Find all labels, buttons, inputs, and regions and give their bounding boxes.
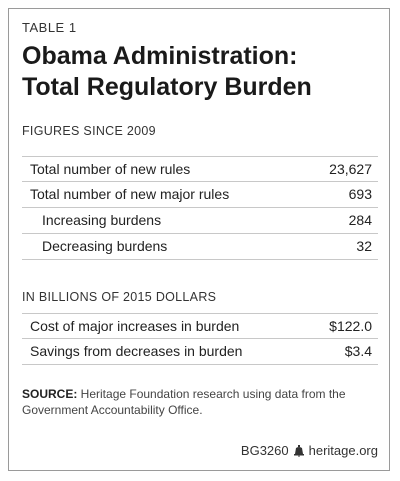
table-number: TABLE 1 bbox=[22, 20, 77, 35]
row-label: Cost of major increases in burden bbox=[30, 318, 240, 334]
section-label-figures: FIGURES SINCE 2009 bbox=[22, 124, 156, 138]
source-prefix: SOURCE: bbox=[22, 387, 78, 401]
source-note: SOURCE: Heritage Foundation research usi… bbox=[22, 386, 372, 418]
row-label: Total number of new rules bbox=[30, 161, 191, 177]
row-value: $122.0 bbox=[329, 318, 372, 334]
liberty-bell-icon bbox=[293, 444, 304, 457]
table-row: Total number of new rules 23,627 bbox=[22, 156, 378, 182]
row-value: 693 bbox=[348, 186, 372, 202]
row-value: $3.4 bbox=[344, 343, 372, 359]
row-label: Total number of new major rules bbox=[30, 186, 230, 202]
footer: BG3260 heritage.org bbox=[241, 443, 378, 458]
row-value: 284 bbox=[348, 212, 372, 228]
table-row: Cost of major increases in burden $122.0 bbox=[22, 313, 378, 339]
row-label: Savings from decreases in burden bbox=[30, 343, 243, 359]
title-line-2: Total Regulatory Burden bbox=[22, 73, 312, 101]
table-frame bbox=[8, 8, 390, 471]
site-link[interactable]: heritage.org bbox=[308, 443, 378, 458]
row-label: Increasing burdens bbox=[42, 212, 162, 228]
report-code: BG3260 bbox=[240, 443, 289, 458]
table-row: Savings from decreases in burden $3.4 bbox=[22, 339, 378, 365]
row-value: 32 bbox=[356, 238, 372, 254]
section-label-dollars: IN BILLIONS OF 2015 DOLLARS bbox=[22, 290, 217, 304]
table-row: Decreasing burdens 32 bbox=[22, 234, 378, 260]
row-value: 23,627 bbox=[329, 161, 372, 177]
row-label: Decreasing burdens bbox=[42, 238, 168, 254]
table-row: Total number of new major rules 693 bbox=[22, 182, 378, 208]
title-line-1: Obama Administration: bbox=[22, 42, 298, 70]
table-row: Increasing burdens 284 bbox=[22, 208, 378, 234]
page-title: Obama Administration: Total Regulatory B… bbox=[22, 41, 382, 103]
source-text: Heritage Foundation research using data … bbox=[22, 387, 346, 417]
